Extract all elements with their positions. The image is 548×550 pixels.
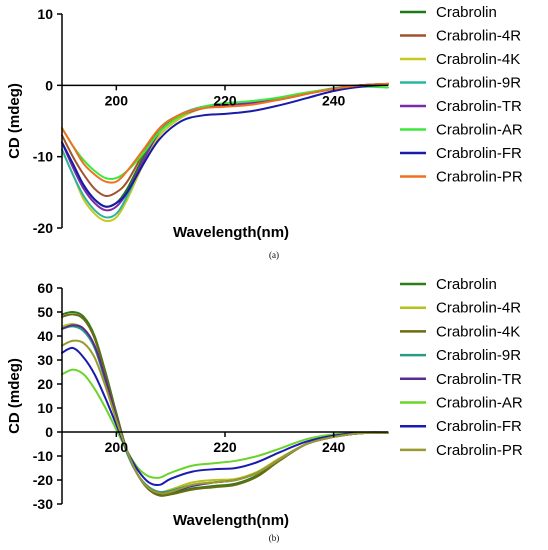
x-axis-title: Wavelength(nm)	[173, 224, 289, 241]
legend-label: Crabrolin-AR	[436, 395, 523, 412]
chart-panel-a: 10 0 -10 -20 200 220 240 Wavelength(nm) CD (mdeg…	[6, 4, 523, 260]
y-tick-label: 20	[37, 376, 53, 392]
y-tick-label: 40	[37, 328, 53, 344]
legend-label: Crabrolin	[436, 4, 497, 21]
panel-label: (b)	[269, 533, 280, 543]
x-tick-label: 200	[105, 439, 129, 455]
series-group	[61, 82, 389, 223]
series-line-7	[61, 339, 389, 495]
legend-label: Crabrolin-9R	[436, 347, 521, 364]
x-tick-label: 220	[213, 439, 237, 455]
y-tick-label: 60	[37, 280, 53, 296]
series-line-6	[61, 346, 389, 487]
y-tick-label: -30	[33, 496, 53, 512]
x-tick-label: 240	[322, 439, 346, 455]
x-axis-title: Wavelength(nm)	[173, 512, 289, 529]
legend-label: Crabrolin-PR	[436, 442, 523, 459]
legend-label: Crabrolin-FR	[436, 145, 522, 162]
x-tick-label: 240	[322, 92, 346, 108]
y-tick-label: 10	[37, 6, 53, 22]
y-tick-label: 50	[37, 304, 53, 320]
y-tick-label: 0	[45, 424, 53, 440]
legend-label: Crabrolin-TR	[436, 98, 522, 115]
y-tick-label: -20	[33, 220, 53, 236]
panel-label: (a)	[269, 250, 279, 260]
y-tick-label: -10	[33, 448, 53, 464]
y-tick-label: 30	[37, 352, 53, 368]
y-tick-label: 10	[37, 400, 53, 416]
series-line-7	[61, 82, 389, 184]
y-tick-label: 0	[45, 77, 53, 93]
y-tick-label: -10	[33, 149, 53, 165]
series-group	[61, 310, 389, 497]
series-line-1	[61, 322, 389, 494]
legend-label: Crabrolin-FR	[436, 418, 522, 435]
series-line-5	[61, 368, 389, 479]
chart-panel-b: 60 50 40 30 20 10 0 -10 -20 -30 200 220 240 Wavelengt…	[6, 276, 523, 543]
legend-label: Crabrolin-4R	[436, 28, 521, 45]
legend-label: Crabrolin-PR	[436, 169, 523, 186]
series-line-6	[61, 83, 389, 208]
legend-label: Crabrolin-4K	[436, 323, 520, 340]
series-line-5	[61, 85, 389, 180]
legend: Crabrolin Crabrolin-4R Crabrolin-4K Crabrol…	[400, 276, 523, 459]
legend-label: Crabrolin-TR	[436, 371, 522, 388]
legend-label: Crabrolin-9R	[436, 75, 521, 92]
y-axis-title: CD (mdeg)	[6, 358, 23, 434]
x-tick-label: 200	[105, 92, 129, 108]
legend-label: Crabrolin-4K	[436, 51, 520, 68]
y-axis-title: CD (mdeg)	[6, 83, 23, 159]
legend-label: Crabrolin-4R	[436, 300, 521, 317]
y-tick-label: -20	[33, 472, 53, 488]
legend-label: Crabrolin-AR	[436, 122, 523, 139]
x-tick-label: 220	[213, 92, 237, 108]
legend-label: Crabrolin	[436, 276, 497, 293]
legend: Crabrolin Crabrolin-4R Crabrolin-4K Crabrol…	[400, 4, 523, 186]
